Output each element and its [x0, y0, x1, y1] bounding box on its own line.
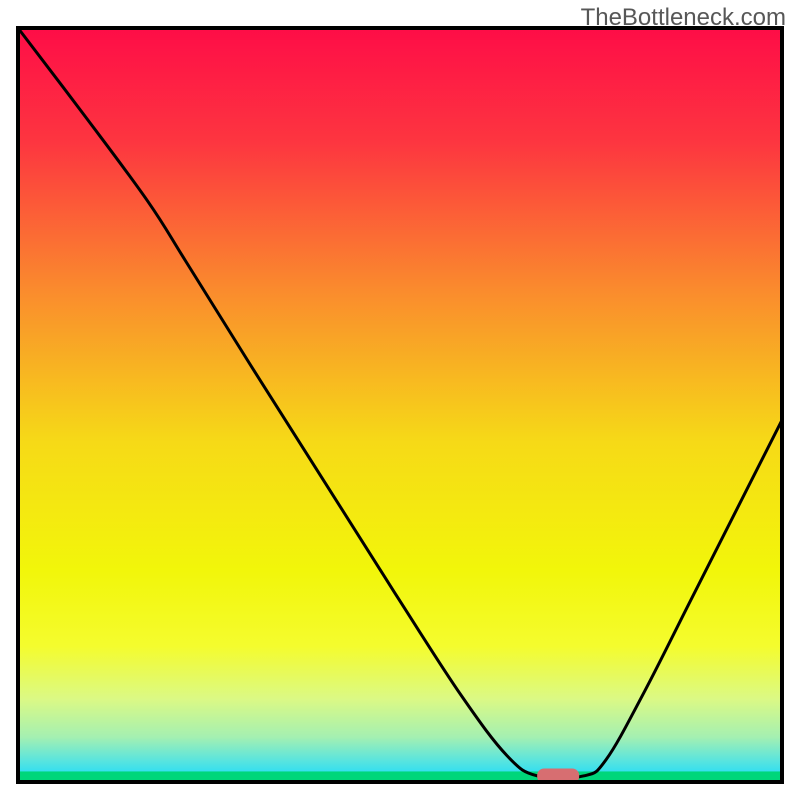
bottleneck-chart — [0, 0, 800, 800]
gradient-background — [18, 28, 782, 782]
watermark-text: TheBottleneck.com — [581, 4, 786, 32]
chart-container: TheBottleneck.com — [0, 0, 800, 800]
